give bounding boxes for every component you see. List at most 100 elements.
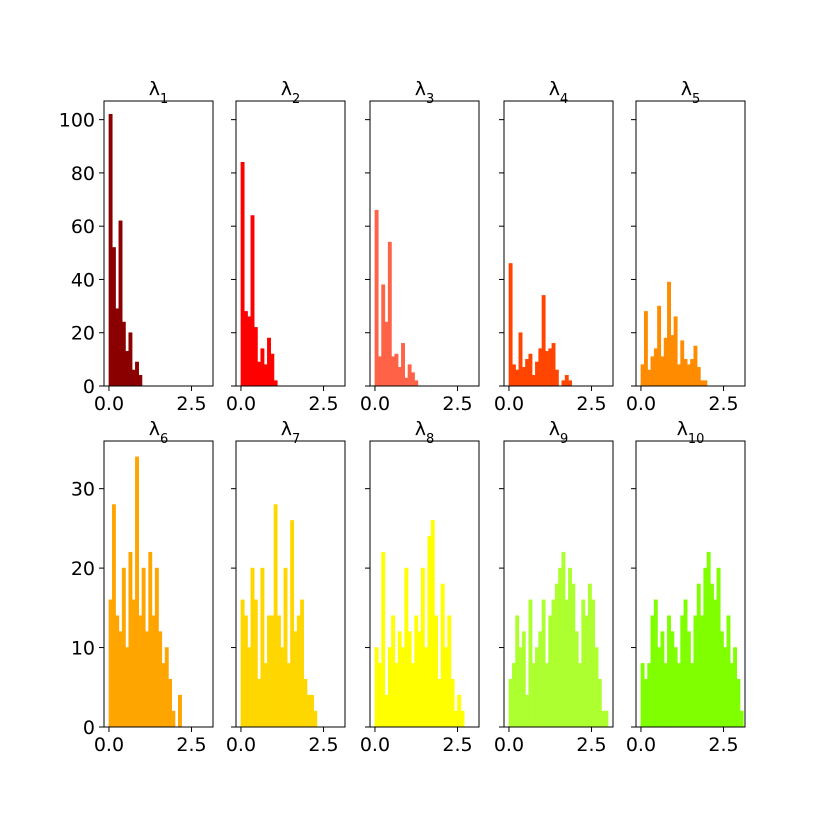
histogram-bar (706, 551, 711, 728)
panel-title: λ10 (677, 418, 705, 447)
histogram-bar (453, 710, 458, 728)
histogram-bar (551, 599, 556, 728)
histogram-bar (729, 663, 734, 728)
histogram-bar (597, 679, 602, 728)
histogram-bar (581, 599, 586, 728)
histogram-bar (673, 647, 678, 728)
x-tick-label: 2.5 (576, 734, 606, 756)
panel-title: λ4 (549, 78, 569, 107)
histogram-bar (128, 332, 133, 387)
histogram-bar (568, 380, 573, 387)
panel-title: λ5 (681, 78, 701, 107)
histogram-bar (696, 367, 701, 387)
histogram-bar (535, 361, 539, 387)
histogram-bar (667, 615, 671, 728)
histogram-bar (250, 215, 255, 387)
histogram-bar (303, 679, 308, 728)
histogram-bar (420, 567, 425, 728)
axes-frame (235, 440, 346, 728)
histogram-bar (561, 551, 566, 728)
histogram-bar (424, 647, 429, 728)
x-tick-label: 0.0 (94, 393, 124, 415)
histogram-bar (460, 710, 465, 728)
histogram-bar (296, 615, 301, 728)
histogram-bar (313, 710, 318, 728)
histogram-bar (521, 631, 526, 728)
histogram-bar (253, 327, 258, 387)
histogram-bar (391, 615, 396, 728)
histogram-bar (525, 694, 530, 728)
histogram-bar (676, 663, 681, 728)
histogram-bar (273, 504, 278, 728)
histogram-bar (690, 663, 695, 728)
histogram-bar (171, 710, 176, 728)
x-tick-label: 2.5 (308, 734, 338, 756)
histogram-bar (128, 551, 133, 728)
histogram-bar (444, 647, 448, 728)
histogram-bar (657, 305, 662, 387)
histogram-panel: λ9 0.0 2.5 (494, 418, 614, 756)
histogram-bar (257, 679, 262, 728)
histogram-bar (535, 647, 539, 728)
axes-frame (369, 440, 480, 728)
histogram-bar (676, 364, 681, 387)
histogram-bar (647, 663, 652, 728)
y-tick-label: 20 (71, 323, 95, 345)
histogram-bar (723, 647, 728, 728)
histogram-bar (138, 615, 143, 728)
x-tick-label: 0.0 (226, 393, 256, 415)
histogram-bar (680, 340, 685, 387)
panel-title: λ9 (549, 418, 569, 447)
histogram-bar (118, 220, 123, 387)
histogram-bar (253, 599, 258, 728)
histogram-bar (407, 631, 412, 728)
histogram-bar (410, 663, 415, 728)
histogram-bar (690, 359, 695, 387)
histogram-bar (548, 615, 553, 728)
histogram-bar (384, 321, 389, 387)
histogram-bar (125, 647, 130, 728)
histogram-bar (427, 536, 432, 728)
histogram-bar (640, 663, 645, 728)
histogram-bar (518, 332, 523, 387)
histogram-bar (667, 281, 671, 387)
histogram-bar (713, 599, 718, 728)
histogram-bar (551, 343, 556, 387)
histogram-bar (121, 567, 126, 728)
x-tick-label: 2.5 (176, 393, 206, 415)
histogram-bar (538, 348, 543, 387)
histogram-bar (243, 615, 248, 728)
histogram-bar (710, 583, 714, 728)
histogram-bar (247, 647, 252, 728)
histogram-bar (544, 663, 549, 728)
histogram-bar (541, 599, 546, 728)
histogram-bar (528, 599, 533, 728)
histogram-panel: λ6 0.0 2.5 0 10 20 30 (71, 418, 214, 756)
histogram-bar (260, 567, 265, 728)
x-tick-label: 0.0 (94, 734, 124, 756)
histogram-bar (414, 380, 419, 387)
histogram-bar (650, 615, 655, 728)
histogram-bar (286, 663, 291, 728)
histogram-bar (115, 615, 120, 728)
axes-frame (503, 440, 614, 728)
histogram-bar (273, 380, 278, 387)
histogram-bar (374, 209, 379, 387)
histogram-bar (521, 367, 526, 387)
histogram-bar (293, 631, 298, 728)
histogram-bar (719, 631, 724, 728)
histogram-bar (670, 631, 675, 728)
histogram-bar (240, 599, 245, 728)
histogram-bar (430, 520, 435, 728)
histogram-bar (148, 551, 153, 728)
histogram-bar (407, 364, 412, 387)
histogram-bar (401, 343, 405, 387)
histogram-bar (594, 647, 599, 728)
histogram-bar (377, 663, 382, 728)
histogram-panel: λ8 0.0 2.5 (360, 418, 480, 756)
histogram-bar (135, 361, 139, 387)
x-tick-label: 0.0 (226, 734, 256, 756)
histogram-bar (457, 694, 462, 728)
histogram-bar (270, 353, 275, 387)
histogram-bar (673, 316, 678, 387)
